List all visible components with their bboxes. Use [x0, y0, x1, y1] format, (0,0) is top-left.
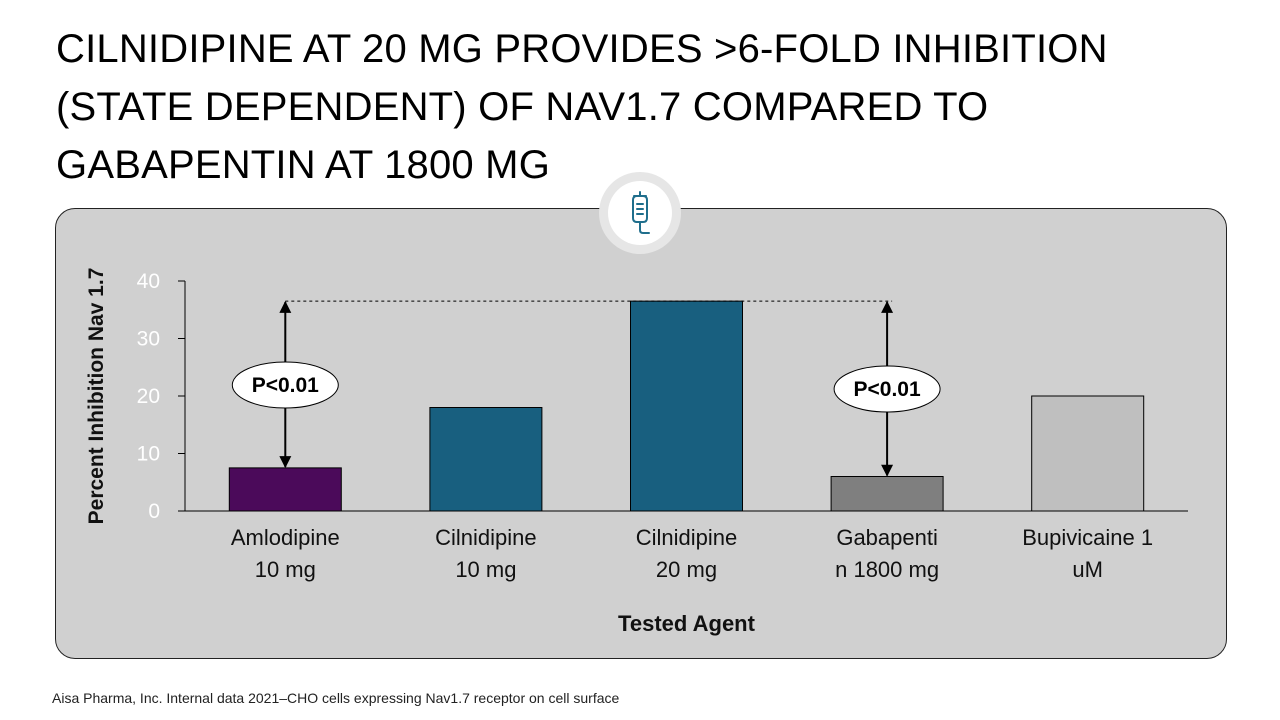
title-line-1: CILNIDIPINE AT 20 MG PROVIDES >6-FOLD IN… — [56, 27, 1108, 71]
x-axis-title: Tested Agent — [618, 611, 756, 636]
iv-drip-icon — [632, 191, 650, 234]
title-line-2: (STATE DEPENDENT) OF NAV1.7 COMPARED TO — [56, 85, 989, 129]
p-value-bubble — [833, 365, 941, 413]
p-value-label: P<0.01 — [854, 378, 921, 401]
p-value-bubble — [231, 361, 339, 409]
bar — [830, 476, 944, 512]
x-tick-label: Bupivicaine 1 — [1022, 525, 1153, 550]
y-tick-label: 40 — [137, 270, 160, 293]
y-tick-label: 20 — [137, 385, 160, 408]
x-tick-label: uM — [1072, 557, 1103, 582]
x-tick-label: 10 mg — [455, 557, 516, 582]
bar — [429, 407, 543, 512]
x-tick-label: 10 mg — [255, 557, 316, 582]
y-tick-label: 30 — [137, 328, 160, 351]
x-tick-label: Gabapenti — [836, 525, 938, 550]
bar — [1031, 395, 1145, 512]
badge-ring — [599, 172, 681, 254]
x-tick-label: 20 mg — [656, 557, 717, 582]
y-tick-label: 0 — [148, 500, 160, 523]
y-axis-title: Percent Inhibition Nav 1.7 — [85, 268, 108, 525]
bar — [630, 300, 743, 512]
bar — [228, 467, 342, 512]
x-tick-label: n 1800 mg — [835, 557, 939, 582]
badge — [608, 181, 672, 245]
x-tick-label: Cilnidipine — [435, 525, 537, 550]
x-tick-label: Amlodipine — [231, 525, 340, 550]
p-value-label: P<0.01 — [252, 374, 319, 397]
x-tick-label: Cilnidipine — [636, 525, 738, 550]
page-title: CILNIDIPINE AT 20 MG PROVIDES >6-FOLD IN… — [56, 20, 1206, 194]
footnote: Aisa Pharma, Inc. Internal data 2021–CHO… — [52, 690, 620, 706]
y-tick-label: 10 — [137, 443, 160, 466]
title-line-3: GABAPENTIN AT 1800 MG — [56, 143, 551, 187]
